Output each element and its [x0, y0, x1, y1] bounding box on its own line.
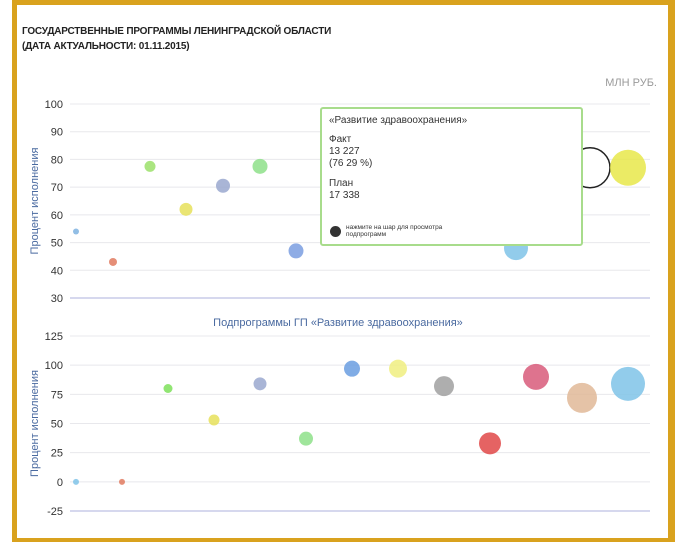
- bubble-point: [252, 158, 268, 174]
- bubble-tooltip: «Развитие здравоохранения» Факт 13 227 (…: [320, 107, 583, 246]
- y-tick-label: 125: [45, 331, 63, 343]
- page-subtitle-date: (ДАТА АКТУАЛЬНОСТИ: 01.11.2015): [22, 41, 190, 52]
- bubble-point: [610, 149, 646, 186]
- bubble-point: [73, 478, 79, 485]
- bubble-point: [119, 478, 125, 485]
- bubble-point: [109, 257, 117, 266]
- tooltip-fact-percent: (76 29 %): [329, 158, 373, 169]
- tooltip-fact-label: Факт: [329, 134, 352, 145]
- page-title: ГОСУДАРСТВЕННЫЕ ПРОГРАММЫ ЛЕНИНГРАДСКОЙ …: [22, 26, 332, 37]
- y-tick-label: 100: [45, 360, 63, 372]
- chart-subtitle: Подпрограммы ГП «Развитие здравоохранени…: [213, 317, 463, 329]
- y-tick-label: 75: [51, 389, 63, 401]
- unit-label: МЛН РУБ.: [605, 77, 657, 89]
- bubble-point: [208, 414, 220, 426]
- y-tick-label: 30: [51, 293, 63, 305]
- frame-border-right: [668, 0, 675, 542]
- y-tick-label: 0: [57, 477, 63, 489]
- bubble-point: [73, 228, 79, 235]
- bubble-point: [344, 360, 360, 377]
- y-tick-label: -25: [47, 506, 63, 518]
- tooltip-hint-text: нажмите на шар для просмотра подпрограмм: [346, 224, 443, 238]
- y-tick-label: 60: [51, 210, 63, 222]
- y-tick-label: 50: [51, 238, 63, 250]
- globe-icon: [330, 225, 341, 237]
- frame-border-bottom: [12, 538, 675, 542]
- y-tick-label: 100: [45, 99, 63, 111]
- bubble-point: [523, 363, 549, 390]
- y-tick-label: 80: [51, 154, 63, 166]
- tooltip-plan-label: План: [329, 178, 354, 189]
- bubble-point: [163, 384, 173, 393]
- tooltip-plan-value: 17 338: [329, 190, 360, 201]
- y-tick-label: 40: [51, 265, 63, 277]
- bubble-point: [567, 382, 597, 413]
- y-tick-label: 90: [51, 127, 63, 139]
- y-tick-label: 50: [51, 419, 63, 431]
- frame-border-left: [12, 0, 17, 542]
- bubble-point: [479, 432, 501, 455]
- tooltip-fact-value: 13 227: [329, 146, 360, 157]
- bubble-point: [253, 377, 267, 391]
- bubble-point: [434, 376, 454, 397]
- tooltip-hint: нажмите на шар для просмотра подпрограмм: [330, 224, 456, 238]
- y-axis-label: Процент исполнения: [29, 370, 41, 477]
- bubble-point: [389, 359, 407, 378]
- frame-border-top: [12, 0, 675, 5]
- bubble-point: [611, 366, 645, 401]
- bubble-point: [179, 202, 193, 216]
- tooltip-program-name: «Развитие здравоохранения»: [329, 115, 468, 126]
- y-tick-label: 25: [51, 448, 63, 460]
- bubble-point: [216, 178, 230, 193]
- bubble-point: [144, 160, 156, 172]
- bubble-point: [288, 243, 304, 259]
- y-axis-label: Процент исполнения: [29, 148, 41, 255]
- bubble-point: [299, 431, 313, 446]
- y-tick-label: 70: [51, 182, 63, 194]
